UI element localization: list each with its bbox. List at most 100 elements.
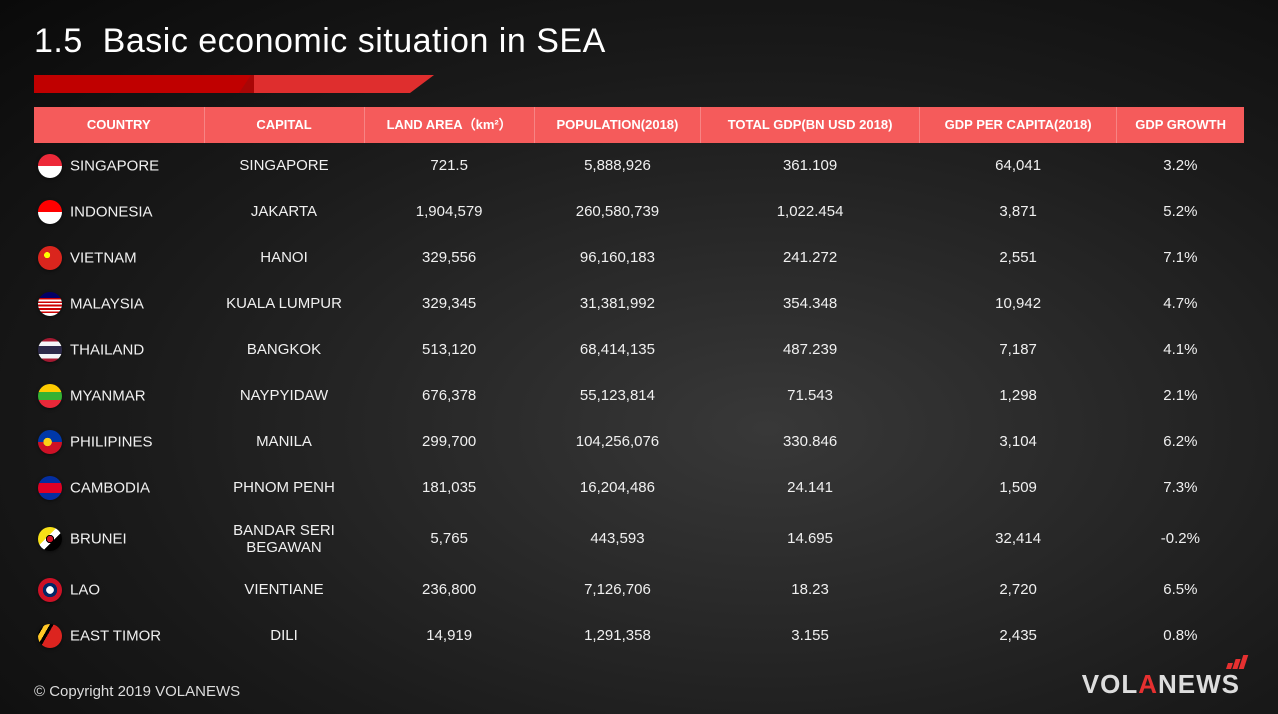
slide-number: 1.5 [34, 22, 83, 60]
country-name: SINGAPORE [70, 157, 159, 174]
cell-percap: 3,871 [920, 189, 1117, 235]
cell-country: LAO [34, 567, 204, 613]
cell-country: MALAYSIA [34, 281, 204, 327]
cell-percap: 2,720 [920, 567, 1117, 613]
table-row: MALAYSIAKUALA LUMPUR329,34531,381,992354… [34, 281, 1244, 327]
cell-land: 676,378 [364, 373, 534, 419]
col-percap: GDP PER CAPITA(2018) [920, 107, 1117, 143]
col-capital: CAPITAL [204, 107, 364, 143]
slide-title: 1.5 Basic economic situation in SEA [34, 22, 1278, 61]
volanews-logo: VOLANEWS [1082, 669, 1244, 700]
flag-icon [38, 527, 62, 551]
cell-gdp: 354.348 [701, 281, 920, 327]
cell-growth: 2.1% [1117, 373, 1244, 419]
cell-pop: 260,580,739 [534, 189, 700, 235]
cell-land: 181,035 [364, 465, 534, 511]
economic-table-wrap: COUNTRY CAPITAL LAND AREA（km²） POPULATIO… [34, 107, 1244, 659]
cell-growth: 6.2% [1117, 419, 1244, 465]
table-row: SINGAPORESINGAPORE721.55,888,926361.1096… [34, 143, 1244, 189]
cell-capital: SINGAPORE [204, 143, 364, 189]
cell-percap: 3,104 [920, 419, 1117, 465]
country-name: PHILIPINES [70, 433, 153, 450]
col-land: LAND AREA（km²） [364, 107, 534, 143]
cell-country: THAILAND [34, 327, 204, 373]
cell-pop: 31,381,992 [534, 281, 700, 327]
flag-icon [38, 384, 62, 408]
cell-capital: VIENTIANE [204, 567, 364, 613]
country-name: CAMBODIA [70, 479, 150, 496]
cell-percap: 1,509 [920, 465, 1117, 511]
table-row: BRUNEIBANDAR SERI BEGAWAN5,765443,59314.… [34, 511, 1244, 567]
logo-post: NEWS [1158, 669, 1240, 699]
slide-header: 1.5 Basic economic situation in SEA [0, 0, 1278, 93]
cell-gdp: 361.109 [701, 143, 920, 189]
cell-percap: 2,435 [920, 613, 1117, 659]
table-header-row: COUNTRY CAPITAL LAND AREA（km²） POPULATIO… [34, 107, 1244, 143]
cell-pop: 55,123,814 [534, 373, 700, 419]
cell-gdp: 487.239 [701, 327, 920, 373]
title-accent-bar [34, 75, 434, 93]
cell-gdp: 3.155 [701, 613, 920, 659]
cell-land: 236,800 [364, 567, 534, 613]
cell-capital: HANOI [204, 235, 364, 281]
cell-growth: 0.8% [1117, 613, 1244, 659]
cell-land: 299,700 [364, 419, 534, 465]
cell-capital: MANILA [204, 419, 364, 465]
col-pop: POPULATION(2018) [534, 107, 700, 143]
cell-pop: 68,414,135 [534, 327, 700, 373]
cell-gdp: 1,022.454 [701, 189, 920, 235]
cell-growth: 7.3% [1117, 465, 1244, 511]
table-body: SINGAPORESINGAPORE721.55,888,926361.1096… [34, 143, 1244, 659]
cell-percap: 10,942 [920, 281, 1117, 327]
col-country: COUNTRY [34, 107, 204, 143]
logo-bars-icon [1227, 655, 1246, 669]
cell-pop: 104,256,076 [534, 419, 700, 465]
country-name: LAO [70, 581, 100, 598]
country-name: THAILAND [70, 341, 144, 358]
flag-icon [38, 154, 62, 178]
flag-icon [38, 200, 62, 224]
cell-gdp: 71.543 [701, 373, 920, 419]
cell-growth: 6.5% [1117, 567, 1244, 613]
cell-growth: 5.2% [1117, 189, 1244, 235]
cell-growth: 7.1% [1117, 235, 1244, 281]
cell-pop: 443,593 [534, 511, 700, 567]
cell-gdp: 241.272 [701, 235, 920, 281]
cell-growth: 3.2% [1117, 143, 1244, 189]
cell-country: CAMBODIA [34, 465, 204, 511]
cell-capital: JAKARTA [204, 189, 364, 235]
cell-land: 513,120 [364, 327, 534, 373]
cell-capital: PHNOM PENH [204, 465, 364, 511]
col-gdp: TOTAL GDP(BN USD 2018) [701, 107, 920, 143]
cell-pop: 1,291,358 [534, 613, 700, 659]
cell-country: BRUNEI [34, 511, 204, 567]
cell-growth: -0.2% [1117, 511, 1244, 567]
cell-capital: BANDAR SERI BEGAWAN [204, 511, 364, 567]
economic-table: COUNTRY CAPITAL LAND AREA（km²） POPULATIO… [34, 107, 1244, 659]
cell-percap: 1,298 [920, 373, 1117, 419]
cell-gdp: 14.695 [701, 511, 920, 567]
country-name: EAST TIMOR [70, 627, 161, 644]
country-name: INDONESIA [70, 203, 153, 220]
flag-icon [38, 292, 62, 316]
flag-icon [38, 430, 62, 454]
cell-country: INDONESIA [34, 189, 204, 235]
col-growth: GDP GROWTH [1117, 107, 1244, 143]
table-row: CAMBODIAPHNOM PENH181,03516,204,48624.14… [34, 465, 1244, 511]
cell-country: EAST TIMOR [34, 613, 204, 659]
cell-capital: KUALA LUMPUR [204, 281, 364, 327]
flag-icon [38, 338, 62, 362]
country-name: BRUNEI [70, 530, 127, 547]
cell-percap: 64,041 [920, 143, 1117, 189]
table-row: INDONESIA JAKARTA1,904,579260,580,7391,02… [34, 189, 1244, 235]
logo-a: A [1138, 669, 1158, 699]
slide-title-text: Basic economic situation in SEA [103, 22, 606, 60]
country-name: MALAYSIA [70, 295, 144, 312]
cell-growth: 4.7% [1117, 281, 1244, 327]
cell-land: 1,904,579 [364, 189, 534, 235]
table-row: THAILANDBANGKOK513,12068,414,135487.2397… [34, 327, 1244, 373]
cell-country: MYANMAR [34, 373, 204, 419]
flag-icon [38, 578, 62, 602]
table-row: EAST TIMORDILI14,9191,291,3583.1552,4350… [34, 613, 1244, 659]
country-name: VIETNAM [70, 249, 137, 266]
